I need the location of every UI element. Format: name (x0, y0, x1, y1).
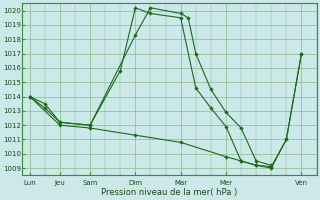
X-axis label: Pression niveau de la mer( hPa ): Pression niveau de la mer( hPa ) (101, 188, 237, 197)
